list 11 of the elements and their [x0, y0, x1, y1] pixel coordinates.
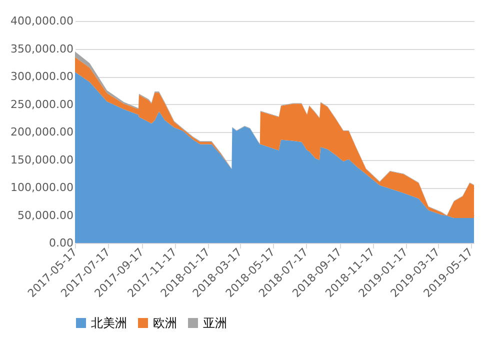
y-tick-label: 50,000.00: [18, 208, 74, 222]
y-tick-label: 150,000.00: [10, 153, 74, 166]
y-tick-label: 300,000.00: [10, 70, 74, 83]
y-tick-label: 350,000.00: [10, 42, 74, 56]
legend-label: 北美洲: [91, 316, 127, 330]
y-tick-label: 100,000.00: [10, 181, 74, 194]
y-tick-label: 250,000.00: [10, 98, 74, 111]
legend-label: 亚洲: [203, 316, 227, 330]
y-tick-label: 200,000.00: [10, 126, 74, 138]
y-tick-label: 400,000.00: [10, 14, 74, 28]
legend-label: 欧洲: [153, 316, 177, 330]
